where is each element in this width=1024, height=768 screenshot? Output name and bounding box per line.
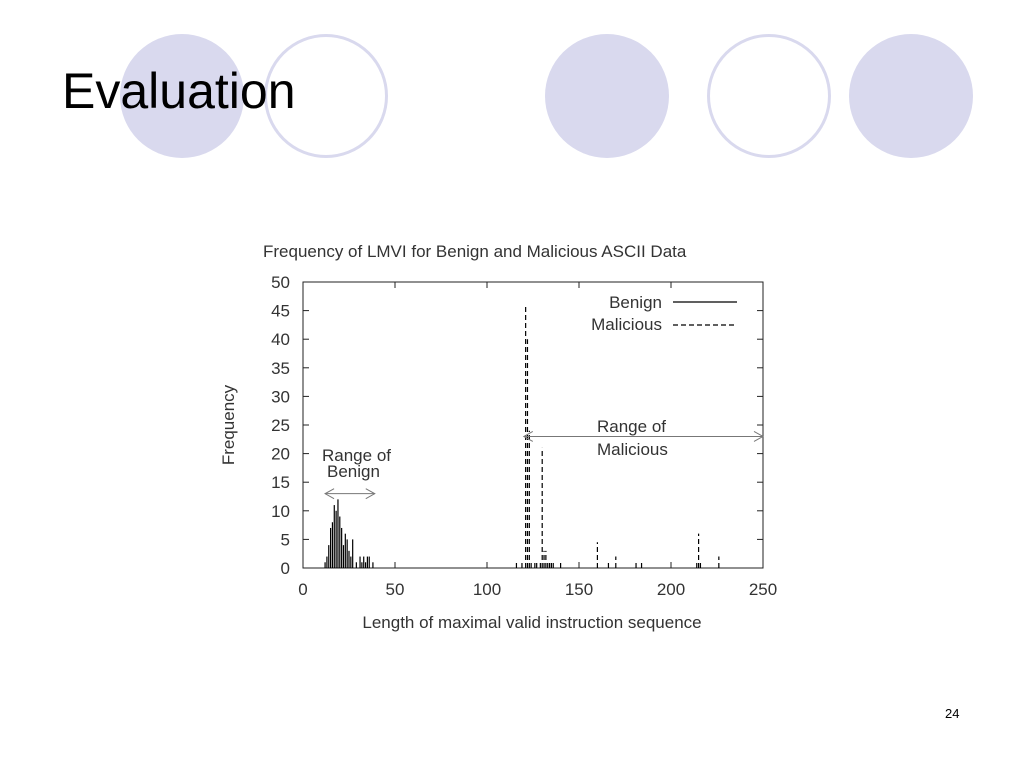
x-tick-label: 150 xyxy=(565,580,593,599)
decoration-circle-5 xyxy=(849,34,973,158)
x-tick-label: 50 xyxy=(386,580,405,599)
page-number: 24 xyxy=(945,706,960,721)
annotations: Range of Benign Range of Malicious xyxy=(322,417,765,500)
y-tick-label: 40 xyxy=(271,330,290,349)
decoration-circle-3 xyxy=(545,34,669,158)
x-axis-label: Length of maximal valid instruction sequ… xyxy=(362,613,701,632)
y-tick-label: 5 xyxy=(281,530,290,549)
y-tick-label: 30 xyxy=(271,387,290,406)
chart-title: Frequency of LMVI for Benign and Malicio… xyxy=(263,242,687,261)
legend-label-benign: Benign xyxy=(609,293,662,312)
legend: Benign Malicious xyxy=(591,293,737,334)
slide-title: Evaluation xyxy=(62,63,296,119)
y-tick-label: 45 xyxy=(271,302,290,321)
annotation-malicious-line2: Malicious xyxy=(597,440,668,459)
annotation-malicious-line1: Range of xyxy=(597,417,666,436)
range-arrow-head-left xyxy=(324,488,335,500)
y-tick-label: 15 xyxy=(271,473,290,492)
x-tick-label: 200 xyxy=(657,580,685,599)
axis-ticks: 0 50 100 150 200 250 0 5 10 15 20 25 30 35 40 45 50 xyxy=(271,273,777,599)
decoration-circle-1 xyxy=(120,34,244,158)
annotation-benign-line1: Range of xyxy=(322,446,391,465)
legend-label-malicious: Malicious xyxy=(591,315,662,334)
y-tick-label: 0 xyxy=(281,559,290,578)
y-axis-label: Frequency xyxy=(219,384,238,465)
y-tick-label: 20 xyxy=(271,445,290,464)
y-tick-label: 25 xyxy=(271,416,290,435)
decoration-circle-2 xyxy=(264,34,388,158)
x-tick-label: 100 xyxy=(473,580,501,599)
y-tick-label: 10 xyxy=(271,502,290,521)
y-tick-label: 35 xyxy=(271,359,290,378)
range-arrow-head-left xyxy=(522,431,534,442)
annotation-benign-line2: Benign xyxy=(327,462,380,481)
x-tick-label: 250 xyxy=(749,580,777,599)
range-arrow-head-right xyxy=(753,431,765,442)
x-tick-label: 0 xyxy=(298,580,307,599)
range-arrow-head-right xyxy=(365,488,376,500)
decoration-circle-4 xyxy=(707,34,831,158)
y-tick-label: 50 xyxy=(271,273,290,292)
